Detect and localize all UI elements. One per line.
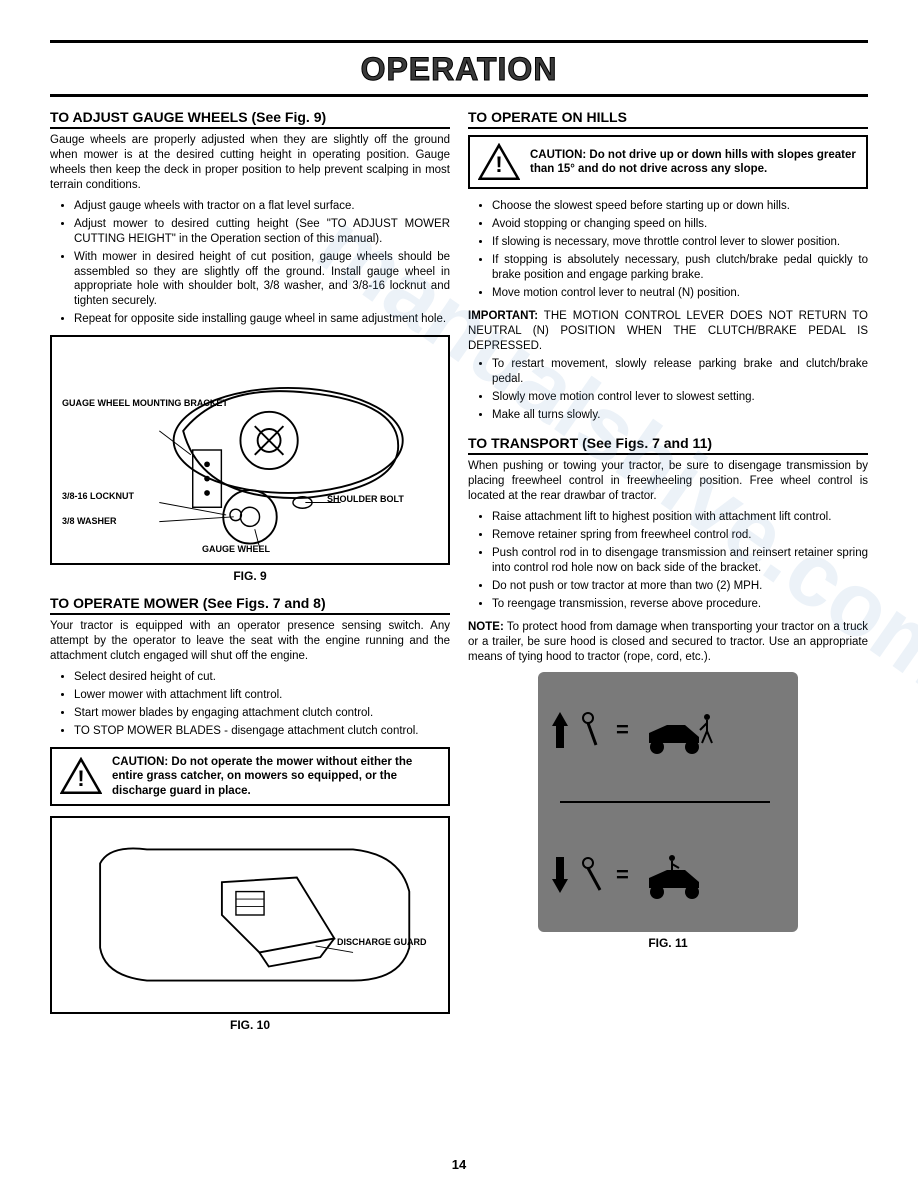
hills-important: IMPORTANT: THE MOTION CONTROL LEVER DOES… bbox=[468, 309, 868, 354]
list-item: If stopping is absolutely necessary, pus… bbox=[492, 253, 868, 283]
transport-intro: When pushing or towing your tractor, be … bbox=[468, 459, 868, 504]
fig10-caption: FIG. 10 bbox=[50, 1018, 450, 1032]
note-lead: NOTE: bbox=[468, 621, 504, 633]
arrow-up-icon bbox=[550, 710, 570, 750]
list-item: Lower mower with attachment lift control… bbox=[74, 688, 450, 703]
tractor-push-icon bbox=[637, 705, 717, 755]
transport-note: NOTE: To protect hood from damage when t… bbox=[468, 620, 868, 665]
list-item: If slowing is necessary, move throttle c… bbox=[492, 235, 868, 250]
list-item: To restart movement, slowly release park… bbox=[492, 357, 868, 387]
bottom-rule bbox=[50, 94, 868, 97]
figure-10: DISCHARGE GUARD bbox=[50, 816, 450, 1014]
fig11-caption: FIG. 11 bbox=[468, 936, 868, 950]
page-number: 14 bbox=[452, 1157, 466, 1172]
label-locknut: 3/8-16 LOCKNUT bbox=[62, 492, 134, 502]
note-text: To protect hood from damage when transpo… bbox=[468, 621, 868, 663]
caution-hills-text: CAUTION: Do not drive up or down hills w… bbox=[530, 148, 858, 177]
fig11-row-bottom: = bbox=[550, 850, 786, 900]
label-shoulder-bolt: SHOULDER BOLT bbox=[327, 495, 404, 505]
arrow-down-icon bbox=[550, 855, 570, 895]
divider-line-icon bbox=[550, 796, 786, 808]
figure-9-drawing bbox=[60, 345, 440, 555]
hills-bullets-2: To restart movement, slowly release park… bbox=[468, 357, 868, 423]
list-item: Avoid stopping or changing speed on hill… bbox=[492, 217, 868, 232]
important-lead: IMPORTANT: bbox=[468, 310, 538, 322]
list-item: Select desired height of cut. bbox=[74, 670, 450, 685]
heading-operate-mower: TO OPERATE MOWER (See Figs. 7 and 8) bbox=[50, 595, 450, 615]
columns: TO ADJUST GAUGE WHEELS (See Fig. 9) Gaug… bbox=[50, 109, 868, 1044]
list-item: Push control rod in to disengage transmi… bbox=[492, 546, 868, 576]
right-column: TO OPERATE ON HILLS ! CAUTION: Do not dr… bbox=[468, 109, 868, 1044]
operate-mower-bullets: Select desired height of cut. Lower mowe… bbox=[50, 670, 450, 739]
figure-9: GUAGE WHEEL MOUNTING BRACKET 3/8-16 LOCK… bbox=[50, 335, 450, 565]
list-item: Repeat for opposite side installing gaug… bbox=[74, 312, 450, 327]
tractor-ride-icon bbox=[637, 850, 717, 900]
heading-hills: TO OPERATE ON HILLS bbox=[468, 109, 868, 129]
label-discharge-guard: DISCHARGE GUARD bbox=[337, 938, 427, 948]
caution-mower-text: CAUTION: Do not operate the mower withou… bbox=[112, 755, 440, 798]
list-item: Adjust mower to desired cutting height (… bbox=[74, 217, 450, 247]
label-washer: 3/8 WASHER bbox=[62, 517, 117, 527]
caution-hills: ! CAUTION: Do not drive up or down hills… bbox=[468, 135, 868, 189]
list-item: Choose the slowest speed before starting… bbox=[492, 199, 868, 214]
fig11-row-top: = bbox=[550, 705, 786, 755]
list-item: Do not push or tow tractor at more than … bbox=[492, 579, 868, 594]
heading-gauge-wheels: TO ADJUST GAUGE WHEELS (See Fig. 9) bbox=[50, 109, 450, 129]
equals-icon: = bbox=[616, 717, 629, 743]
lever-icon bbox=[578, 710, 608, 750]
equals-icon: = bbox=[616, 862, 629, 888]
transport-bullets: Raise attachment lift to highest positio… bbox=[468, 510, 868, 612]
list-item: Move motion control lever to neutral (N)… bbox=[492, 286, 868, 301]
hills-bullets-1: Choose the slowest speed before starting… bbox=[468, 199, 868, 301]
page: OPERATION manualshive.com TO ADJUST GAUG… bbox=[0, 0, 918, 1188]
fig9-caption: FIG. 9 bbox=[50, 569, 450, 583]
list-item: To reengage transmission, reverse above … bbox=[492, 597, 868, 612]
gauge-wheels-bullets: Adjust gauge wheels with tractor on a fl… bbox=[50, 199, 450, 328]
page-title: OPERATION bbox=[50, 51, 868, 88]
list-item: Start mower blades by engaging attachmen… bbox=[74, 706, 450, 721]
warning-triangle-icon: ! bbox=[478, 143, 520, 181]
label-gauge-wheel: GAUGE WHEEL bbox=[202, 545, 270, 555]
lever-icon bbox=[578, 855, 608, 895]
caution-mower: ! CAUTION: Do not operate the mower with… bbox=[50, 747, 450, 806]
warning-triangle-icon: ! bbox=[60, 757, 102, 795]
figure-11: = bbox=[538, 672, 798, 932]
gauge-wheels-intro: Gauge wheels are properly adjusted when … bbox=[50, 133, 450, 193]
svg-text:!: ! bbox=[77, 766, 84, 791]
list-item: Raise attachment lift to highest positio… bbox=[492, 510, 868, 525]
list-item: With mower in desired height of cut posi… bbox=[74, 250, 450, 310]
top-rule bbox=[50, 40, 868, 43]
list-item: Slowly move motion control lever to slow… bbox=[492, 390, 868, 405]
list-item: Adjust gauge wheels with tractor on a fl… bbox=[74, 199, 450, 214]
svg-text:!: ! bbox=[495, 152, 502, 177]
list-item: TO STOP MOWER BLADES - disengage attachm… bbox=[74, 724, 450, 739]
heading-transport: TO TRANSPORT (See Figs. 7 and 11) bbox=[468, 435, 868, 455]
operate-mower-intro: Your tractor is equipped with an operato… bbox=[50, 619, 450, 664]
left-column: TO ADJUST GAUGE WHEELS (See Fig. 9) Gaug… bbox=[50, 109, 450, 1044]
label-guage-bracket: GUAGE WHEEL MOUNTING BRACKET bbox=[62, 399, 228, 409]
figure-10-drawing bbox=[60, 826, 440, 1004]
list-item: Remove retainer spring from freewheel co… bbox=[492, 528, 868, 543]
list-item: Make all turns slowly. bbox=[492, 408, 868, 423]
